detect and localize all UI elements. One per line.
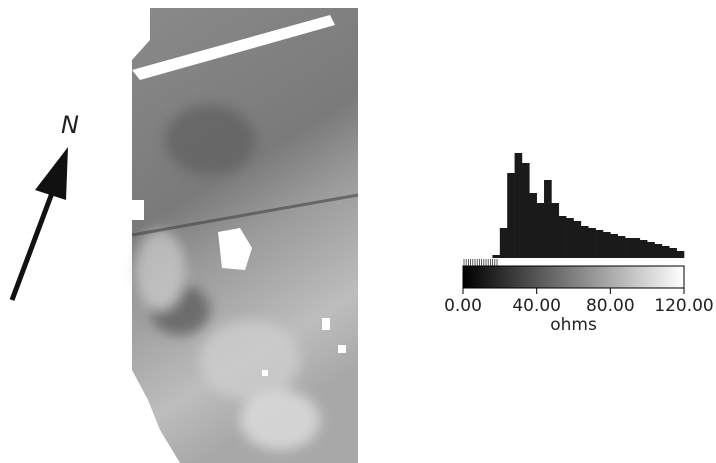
bar: [529, 193, 537, 258]
bar: [617, 236, 626, 258]
bar: [544, 180, 552, 258]
colorbar: [462, 265, 685, 289]
bar: [573, 221, 582, 258]
bar: [580, 226, 589, 258]
legend-ticks: [463, 259, 498, 266]
bar: [521, 163, 530, 258]
bar: [610, 234, 618, 258]
bar: [647, 242, 655, 258]
bar: [602, 232, 611, 258]
bar: [558, 216, 567, 258]
bar: [566, 218, 574, 258]
bar: [669, 248, 677, 258]
bar: [661, 246, 670, 258]
x-tick-label: 80.00: [586, 296, 635, 316]
x-tick-label: 40.00: [512, 296, 561, 316]
north-label: N: [61, 111, 79, 139]
bar: [625, 238, 633, 258]
bar: [514, 153, 523, 258]
bar: [551, 203, 560, 258]
bar: [492, 255, 501, 258]
bar: [536, 203, 545, 258]
bar: [588, 228, 596, 258]
bar: [676, 251, 685, 258]
bar: [499, 228, 508, 258]
bar: [507, 173, 515, 258]
bar: [595, 230, 604, 258]
bar: [639, 240, 648, 258]
bar: [632, 238, 641, 258]
x-tick-label: 120.00: [654, 296, 713, 316]
north-arrow: N: [9, 111, 79, 301]
x-tick-label: 0.00: [444, 296, 482, 316]
x-axis-label: ohms: [550, 315, 597, 335]
bar: [654, 244, 663, 258]
resistivity-map: [131, 8, 359, 463]
